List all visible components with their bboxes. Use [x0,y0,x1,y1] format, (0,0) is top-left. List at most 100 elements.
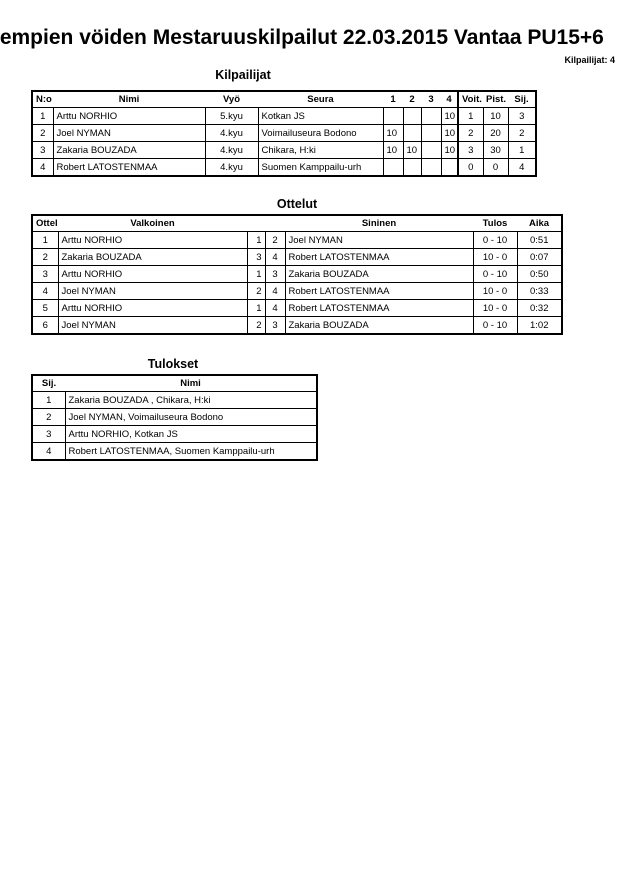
table-cell: 4 [264,282,286,300]
table-cell: 10 [482,107,509,125]
table-cell: Robert LATOSTENMAA, Suomen Kamppailu-urh [64,442,318,461]
table-cell: 4 [31,442,66,461]
table-cell: Joel NYMAN [57,316,248,335]
table-cell: Arttu NORHIO, Kotkan JS [64,425,318,443]
table-row: 3 Zakaria BOUZADA 4.kyu Chikara, H:ki 10 10 10… [31,141,537,159]
competitors-heading: Kilpailijat [215,68,271,82]
competitors-table: N:o Nimi Vyö Seura 1 2 3 4 Voit. Pist. Sij. 1 Arttu … [31,90,537,177]
table-cell: Zakaria BOUZADA [52,141,206,159]
results-heading: Tulokset [147,357,199,371]
table-cell [382,107,404,125]
table-cell: 0:33 [516,282,563,300]
table-cell: 2 [507,124,537,142]
table-cell: Arttu NORHIO [52,107,206,125]
table-cell: Joel NYMAN [284,231,474,249]
competitor-count: Kilpailijat: 4 [564,55,615,65]
table-row: 1 Arttu NORHIO 1 2 Joel NYMAN 0 - 10 0:51 [31,231,563,249]
column-header: 4 [441,90,458,108]
table-cell: 10 - 0 [472,299,518,317]
table-row: 1 Arttu NORHIO 5.kyu Kotkan JS 10 1 10 3 [31,107,537,125]
table-cell: Robert LATOSTENMAA [284,248,474,266]
table-cell: 10 [440,141,459,159]
table-cell: 5 [31,299,59,317]
column-header [247,214,265,232]
column-header: Vyö [205,90,258,108]
table-cell: 0 [457,158,484,177]
table-cell: 0 - 10 [472,231,518,249]
table-row: 2 Zakaria BOUZADA 3 4 Robert LATOSTENMAA 10 -… [31,248,563,266]
matches-table: OtteluValkoinenSininenTulosAika1Arttu NO… [31,214,563,335]
column-header: Nimi [53,90,205,108]
column-header: Sij. [508,90,536,108]
table-cell: 1:02 [516,316,563,335]
table-cell: 0:51 [516,231,563,249]
table-cell: 0 - 10 [472,265,518,283]
table-cell: 2 [264,231,286,249]
table-cell: 10 - 0 [472,282,518,300]
table-cell: 1 [507,141,537,159]
column-header: Nimi [65,374,317,392]
table-cell: Zakaria BOUZADA [284,265,474,283]
table-cell: 2 [31,124,54,142]
table-cell: Joel NYMAN [57,282,248,300]
column-header: Sij. [32,374,65,392]
table-cell: Zakaria BOUZADA [284,316,474,335]
table-cell: 3 [264,265,286,283]
table-cell: 4 [31,282,59,300]
table-cell: Zakaria BOUZADA [57,248,248,266]
table-cell: 5.kyu [204,107,259,125]
table-cell: 2 [246,316,266,335]
table-cell [420,141,442,159]
table-cell: Chikara, H:ki [257,141,384,159]
table-cell: Voimailuseura Bodono [257,124,384,142]
table-cell: 1 [246,265,266,283]
table-cell: 0:32 [516,299,563,317]
table-cell: Suomen Kamppailu-urh [257,158,384,177]
table-cell: Robert LATOSTENMAA [52,158,206,177]
table-cell: 1 [31,107,54,125]
table-cell: 4.kyu [204,124,259,142]
table-cell: 10 [440,124,459,142]
table-cell: 10 [382,141,404,159]
header-row: Sij. Nimi [32,374,317,392]
column-header: Sininen [285,214,473,232]
table-cell: Arttu NORHIO [57,231,248,249]
table-cell: 0 - 10 [472,316,518,335]
table-cell [420,158,442,177]
matches-heading: Ottelut [276,197,318,211]
table-cell: 4 [264,248,286,266]
column-header: 1 [383,90,403,108]
table-cell: Arttu NORHIO [57,299,248,317]
column-header: Seura [258,90,383,108]
table-cell [420,107,442,125]
table-cell: 10 [440,107,459,125]
table-row: 4 Robert LATOSTENMAA, Suomen Kamppailu-ur… [31,442,318,461]
table-cell: 3 [31,265,59,283]
table-cell: 3 [31,425,66,443]
table-cell: 3 [457,141,484,159]
page-title: lempien vöiden Mestaruuskilpailut 22.03.… [0,26,604,49]
table-cell: 2 [31,408,66,426]
table-cell: 6 [31,316,59,335]
table-cell: 0:50 [516,265,563,283]
table-cell: Robert LATOSTENMAA [284,299,474,317]
table-cell: 4.kyu [204,158,259,177]
table-cell: Joel NYMAN [52,124,206,142]
table-row: 3 Arttu NORHIO 1 3 Zakaria BOUZADA 0 - 10 0:50 [31,265,563,283]
table-row: 1 Zakaria BOUZADA , Chikara, H:ki [31,391,318,409]
column-header: Voit. [457,90,483,108]
table-cell: 3 [264,316,286,335]
table-cell: 10 - 0 [472,248,518,266]
table-row: 2 Joel NYMAN 4.kyu Voimailuseura Bodono 10 10… [31,124,537,142]
column-header: 2 [403,90,421,108]
table-cell: 1 [31,231,59,249]
table-cell: 4 [31,158,54,177]
table-cell [402,107,422,125]
table-row: 4 Joel NYMAN 2 4 Robert LATOSTENMAA 10 - 0 0:3… [31,282,563,300]
table-cell: 10 [382,124,404,142]
table-cell: 3 [507,107,537,125]
table-cell: 2 [246,282,266,300]
table-cell: 4.kyu [204,141,259,159]
